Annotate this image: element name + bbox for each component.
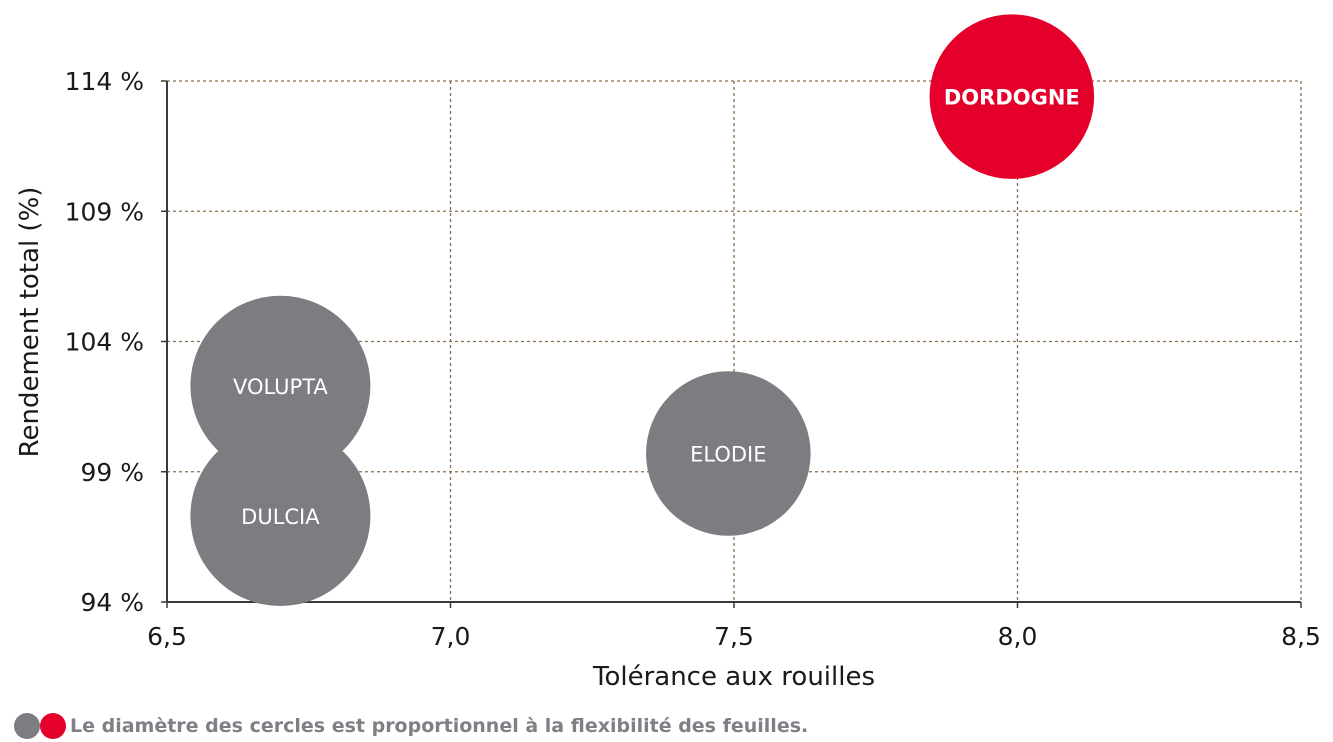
legend-red-dot-icon — [40, 713, 66, 739]
bubble-circle — [646, 371, 811, 536]
x-tick-labels: 6,5 7,0 7,5 8,0 8,5 — [147, 622, 1321, 651]
bubble-label: ELODIE — [690, 443, 766, 467]
y-tick-label: 99 % — [80, 458, 144, 487]
y-tick-label: 104 % — [65, 328, 144, 357]
bubble-label: DORDOGNE — [944, 86, 1080, 110]
y-tick-label: 114 % — [65, 67, 144, 96]
axes — [161, 80, 1302, 608]
x-tick-label: 8,5 — [1281, 622, 1321, 651]
x-tick-label: 6,5 — [147, 622, 187, 651]
bubble-circle — [929, 14, 1095, 179]
legend-text: Le diamètre des cercles est proportionne… — [70, 715, 809, 737]
bubble-elodie: ELODIE — [646, 371, 811, 536]
y-tick-labels: 94 % 99 % 104 % 109 % 114 % — [65, 67, 144, 617]
y-axis-title: Rendement total (%) — [15, 187, 45, 458]
x-tick-label: 7,0 — [431, 622, 471, 651]
x-tick-label: 8,0 — [998, 622, 1038, 651]
y-tick-label: 109 % — [65, 197, 144, 226]
legend: Le diamètre des cercles est proportionne… — [14, 711, 808, 741]
bubble-circle — [190, 426, 371, 607]
bubble-label: VOLUPTA — [233, 375, 328, 399]
y-tick-label: 94 % — [80, 588, 144, 617]
x-tick-label: 7,5 — [714, 622, 754, 651]
bubble-volupta: VOLUPTA — [190, 295, 371, 476]
bubble-dulcia: DULCIA — [190, 426, 371, 607]
bubbles: VOLUPTA DULCIA ELODIE DORDOGNE — [190, 14, 1095, 607]
bubble-dordogne: DORDOGNE — [929, 14, 1095, 179]
bubble-circle — [190, 295, 371, 476]
legend-gray-dot-icon — [14, 713, 40, 739]
x-axis-title: Tolérance aux rouilles — [592, 662, 875, 692]
bubble-label: DULCIA — [241, 505, 320, 529]
